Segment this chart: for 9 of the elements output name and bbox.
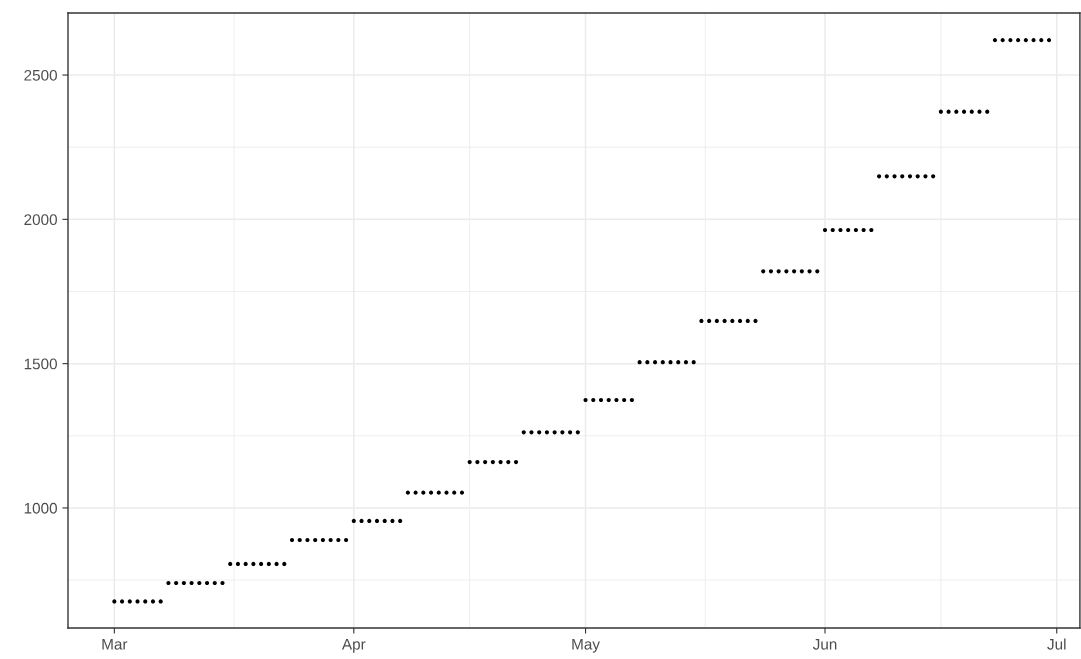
x-tick-label: May bbox=[572, 638, 600, 653]
y-tick-label: 2000 bbox=[24, 214, 57, 226]
y-tick-label: 1500 bbox=[24, 358, 57, 370]
x-tick-label: Jul bbox=[1047, 638, 1066, 650]
x-tick-label: Jun bbox=[812, 638, 837, 650]
y-tick-label: 2500 bbox=[24, 69, 57, 81]
x-tick-label: Apr bbox=[341, 638, 366, 653]
y-tick-label: 1000 bbox=[24, 502, 57, 514]
x-tick-label: Mar bbox=[102, 638, 128, 650]
